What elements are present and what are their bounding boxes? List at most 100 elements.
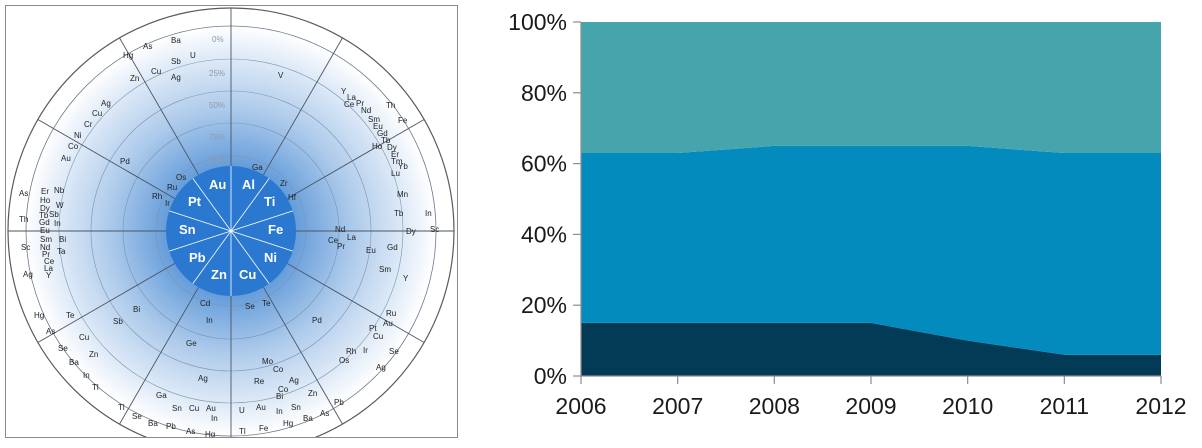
outer-mn: Mn xyxy=(397,190,408,199)
inner-hf: Hf xyxy=(288,193,297,202)
outer-ru: Ru xyxy=(386,309,396,318)
x-tick-label: 2008 xyxy=(749,393,800,419)
outer-in2: In xyxy=(276,407,283,416)
ring-label-75: 75% xyxy=(209,133,225,142)
outer-co2: Co xyxy=(278,385,289,394)
stacked-area-chart: 0% 20% 40% 60% 80% 100% 2006 2007 2008 2009 2010 20… xyxy=(508,9,1186,419)
ring50-rh: Rh xyxy=(346,347,356,356)
wheel-spoke xyxy=(263,37,343,175)
outer-ba3: Ba xyxy=(148,419,158,428)
core-cu: Cu xyxy=(239,267,256,282)
y-tick-label: 0% xyxy=(534,363,567,389)
ring-label-50: 50% xyxy=(209,101,225,110)
ring25-bi: Bi xyxy=(133,305,140,314)
outer-nb: Nb xyxy=(54,186,65,195)
wheel-spoke xyxy=(119,287,199,425)
outer-sn2: Sn xyxy=(172,404,182,413)
core-fe: Fe xyxy=(268,222,283,237)
ring50-ag2: Ag xyxy=(198,374,208,383)
core-divider xyxy=(230,178,270,232)
outer-ir: Ir xyxy=(363,346,368,355)
inner-se: Se xyxy=(245,302,255,311)
x-tick-label: 2009 xyxy=(845,393,896,419)
area-chart-panel: 0% 20% 40% 60% 80% 100% 2006 2007 2008 2009 2010 20… xyxy=(470,0,1202,448)
wheel-spoke xyxy=(37,263,175,343)
wheel-spoke xyxy=(287,119,425,199)
core-pt: Pt xyxy=(188,194,202,209)
outer-th2: Th xyxy=(19,215,28,224)
outer-th: Th xyxy=(386,101,395,110)
outer-w: W xyxy=(56,201,64,210)
outer-as3: As xyxy=(186,427,195,436)
outer-dy3: Dy xyxy=(40,204,50,213)
outer-cu4: Cu xyxy=(79,333,89,342)
ring25-ge: Ge xyxy=(186,339,197,348)
area-series-2 xyxy=(581,145,1161,355)
ring50-au: Au xyxy=(61,154,71,163)
outer-os: Os xyxy=(339,356,349,365)
inner-ga: Ga xyxy=(252,163,263,172)
outer-dy2: Dy xyxy=(406,227,416,236)
core-au: Au xyxy=(209,177,226,192)
outer-ag: Ag xyxy=(171,73,181,82)
outer-in: In xyxy=(425,209,432,218)
inner-ir: Ir xyxy=(165,199,170,208)
outer-eu2: Eu xyxy=(40,226,50,235)
inner-rh: Rh xyxy=(152,192,162,201)
outer-au: Au xyxy=(383,319,393,328)
ring50-ag: Ag xyxy=(101,99,111,108)
ring-label-25: 25% xyxy=(209,69,225,78)
wheel-spoke xyxy=(263,287,343,425)
outer-tb2: Tb xyxy=(39,211,49,220)
ring50-pt: Pt xyxy=(369,324,377,333)
core-divider xyxy=(169,210,232,232)
core-divider xyxy=(192,178,232,232)
x-tick-label: 2006 xyxy=(555,393,606,419)
outer-in4: In xyxy=(83,371,90,380)
x-tick-label: 2012 xyxy=(1135,393,1186,419)
outer-zn3: Zn xyxy=(89,350,98,359)
outer-ba4: Ba xyxy=(69,358,79,367)
y-tick-label: 80% xyxy=(521,80,567,106)
outer-eu: Eu xyxy=(373,122,383,131)
wheel-spokes xyxy=(8,8,454,437)
outer-la: La xyxy=(347,93,356,102)
core-sn: Sn xyxy=(179,222,196,237)
outer-in5: In xyxy=(54,219,61,228)
ring50-sm: Sm xyxy=(379,265,391,274)
outer-ag4: Ag xyxy=(23,270,33,279)
wheel-spoke xyxy=(37,119,175,199)
outer-tl3: Tl xyxy=(92,383,99,392)
outer-hg2: Hg xyxy=(283,419,293,428)
outer-sc: Sc xyxy=(430,225,439,234)
core-zn: Zn xyxy=(211,267,227,282)
outer-nd2: Nd xyxy=(40,243,50,252)
outer-re: Re xyxy=(254,377,265,386)
outer-ce: Ce xyxy=(344,100,355,109)
core-al: Al xyxy=(242,177,255,192)
outer-nd: Nd xyxy=(361,106,371,115)
ring50-cu: Cu xyxy=(92,109,102,118)
area-series-3 xyxy=(581,22,1161,153)
outer-u2: U xyxy=(239,406,245,415)
x-tick-label: 2010 xyxy=(942,393,993,419)
outer-gd: Gd xyxy=(377,129,388,138)
y-tick-label: 20% xyxy=(521,292,567,318)
outer-fe: Fe xyxy=(398,116,408,125)
ring25-sb: Sb xyxy=(113,317,123,326)
inner-ru: Ru xyxy=(167,183,177,192)
outer-ce2: Ce xyxy=(44,257,55,266)
core-divider xyxy=(230,210,293,232)
inner-in: In xyxy=(206,316,213,325)
outer-pb2: Pb xyxy=(166,422,176,431)
ring25-co: Co xyxy=(273,365,284,374)
ring50-cr: Cr xyxy=(84,120,93,129)
outer-hg: Hg xyxy=(123,51,133,60)
outer-sb2: Sb xyxy=(49,210,59,219)
outer-u: U xyxy=(190,51,196,60)
outer-pb: Pb xyxy=(334,398,344,407)
outer-au2: Au xyxy=(256,403,266,412)
outer-yb: Yb xyxy=(398,162,408,171)
ring25-pr: Pr xyxy=(337,242,345,251)
outer-tb: Tb xyxy=(381,136,391,145)
